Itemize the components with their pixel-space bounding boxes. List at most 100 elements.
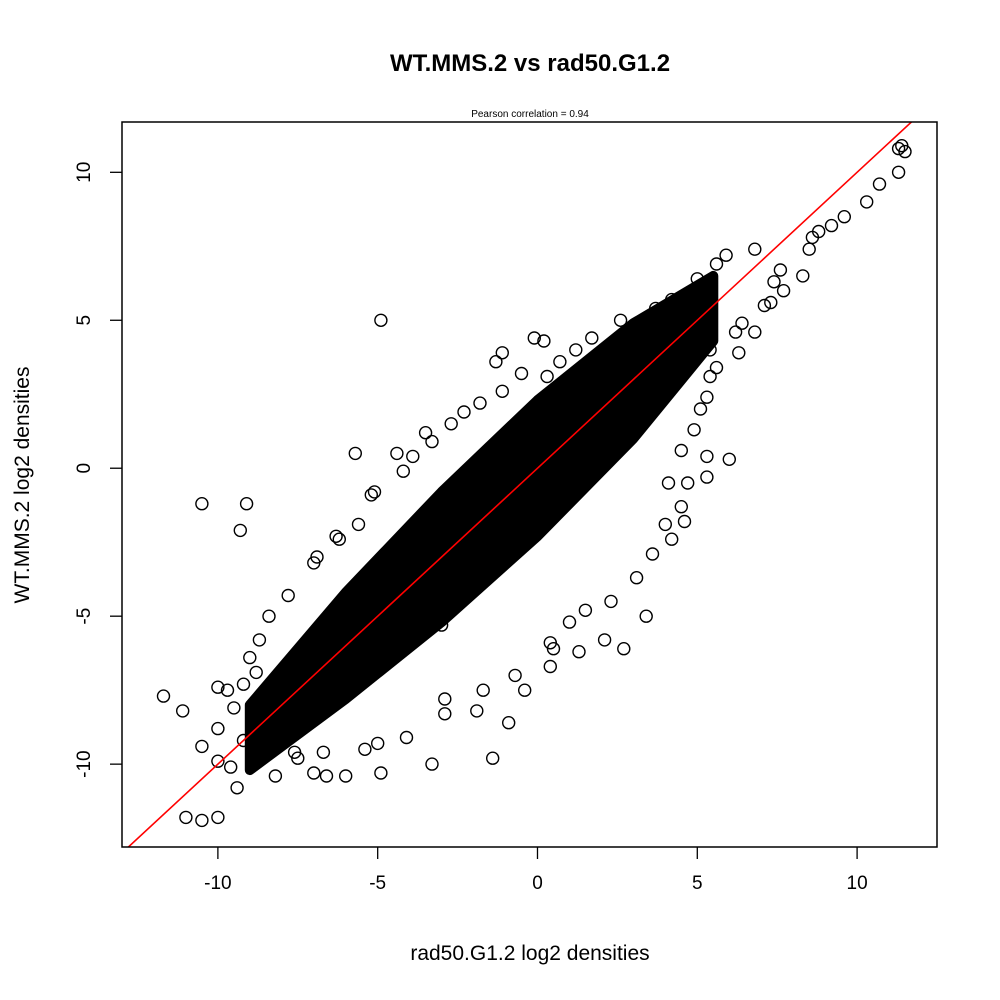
x-axis: -10 -5 0 5 10	[204, 847, 868, 894]
data-point	[802, 242, 816, 256]
data-point	[390, 446, 404, 461]
data-point	[262, 609, 276, 623]
data-point	[156, 689, 171, 703]
data-point	[425, 757, 439, 771]
data-point	[677, 514, 692, 529]
data-point	[700, 390, 714, 404]
data-point	[418, 426, 433, 440]
data-point	[722, 452, 736, 466]
data-point	[223, 760, 238, 774]
data-point	[546, 642, 561, 656]
data-point	[572, 645, 586, 659]
y-axis-label: WT.MMS.2 log2 densities	[11, 367, 34, 604]
plot-frame	[121, 121, 938, 848]
data-point	[396, 464, 410, 478]
data-point	[658, 517, 672, 532]
x-tick-label: -5	[369, 873, 386, 894]
data-point	[243, 650, 257, 665]
data-point	[665, 532, 679, 546]
data-point	[358, 742, 372, 756]
data-point	[709, 360, 724, 375]
data-point	[220, 683, 235, 697]
data-point	[281, 588, 295, 603]
data-point	[348, 446, 362, 461]
data-point	[425, 434, 439, 449]
data-point	[773, 263, 788, 277]
data-point	[438, 692, 452, 706]
data-point	[728, 325, 743, 339]
data-point	[681, 476, 695, 490]
data-point	[287, 745, 302, 759]
data-point	[735, 316, 749, 330]
data-point	[764, 295, 778, 310]
data-point	[508, 668, 522, 683]
data-point	[898, 144, 912, 159]
data-point	[860, 195, 874, 209]
data-point	[476, 683, 490, 697]
fit-line-layer	[127, 122, 913, 847]
data-point	[562, 615, 577, 629]
data-point	[645, 547, 660, 561]
x-tick-label: -10	[204, 873, 231, 894]
chart-subtitle: Pearson correlation = 0.94	[471, 109, 589, 120]
data-point	[316, 745, 331, 759]
data-point	[211, 754, 225, 768]
data-point	[812, 224, 826, 239]
data-point	[719, 248, 733, 262]
data-point	[639, 609, 653, 623]
data-point	[661, 476, 676, 490]
data-point	[351, 517, 366, 532]
data-point	[693, 402, 708, 416]
data-point	[617, 642, 631, 656]
data-point	[195, 813, 209, 828]
data-point	[748, 325, 762, 339]
data-point	[703, 369, 717, 384]
data-point	[374, 313, 388, 327]
y-tick-label: -10	[74, 750, 95, 777]
data-point	[252, 633, 267, 647]
data-point	[837, 209, 851, 224]
data-point	[332, 532, 346, 546]
data-point	[732, 346, 746, 360]
data-point	[604, 594, 618, 609]
data-point	[227, 701, 241, 715]
x-tick-label: 0	[532, 873, 543, 894]
data-point	[233, 523, 248, 538]
data-point	[175, 704, 190, 718]
data-point	[239, 497, 254, 511]
data-point	[543, 659, 557, 674]
data-point	[406, 449, 420, 464]
data-point	[470, 704, 484, 718]
x-tick-label: 5	[692, 873, 703, 894]
data-point	[578, 603, 593, 617]
regression-line	[127, 122, 913, 847]
data-point	[540, 369, 554, 384]
data-point	[796, 269, 810, 283]
data-point	[687, 423, 701, 437]
data-point	[438, 707, 452, 721]
y-tick-label: 5	[74, 315, 95, 326]
data-point	[473, 396, 487, 410]
data-point	[776, 284, 791, 298]
data-point	[367, 485, 382, 499]
data-point	[444, 417, 458, 431]
data-point	[195, 497, 209, 511]
data-point	[457, 405, 471, 419]
data-point	[891, 141, 906, 156]
data-point	[495, 384, 509, 398]
data-point	[495, 346, 509, 360]
data-point	[569, 343, 583, 357]
dense-point-cloud	[244, 270, 719, 776]
data-point	[767, 275, 781, 289]
chart-title: WT.MMS.2 vs rad50.G1.2	[390, 50, 670, 77]
data-point	[700, 449, 714, 464]
data-point	[502, 716, 516, 730]
data-point	[211, 721, 225, 736]
data-points	[156, 138, 912, 828]
data-point	[374, 766, 388, 780]
data-point	[307, 766, 321, 780]
data-point	[179, 810, 193, 825]
y-tick-label: 0	[74, 463, 95, 474]
data-point	[518, 683, 532, 697]
